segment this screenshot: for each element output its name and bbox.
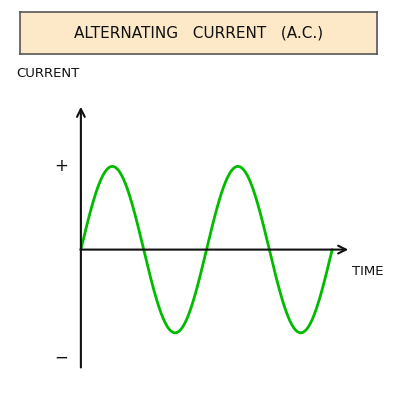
Text: −: − [54,349,68,367]
Text: CURRENT: CURRENT [16,67,79,79]
Text: TIME: TIME [352,265,384,277]
Text: +: + [54,157,68,176]
Text: ALTERNATING   CURRENT   (A.C.): ALTERNATING CURRENT (A.C.) [74,26,323,41]
